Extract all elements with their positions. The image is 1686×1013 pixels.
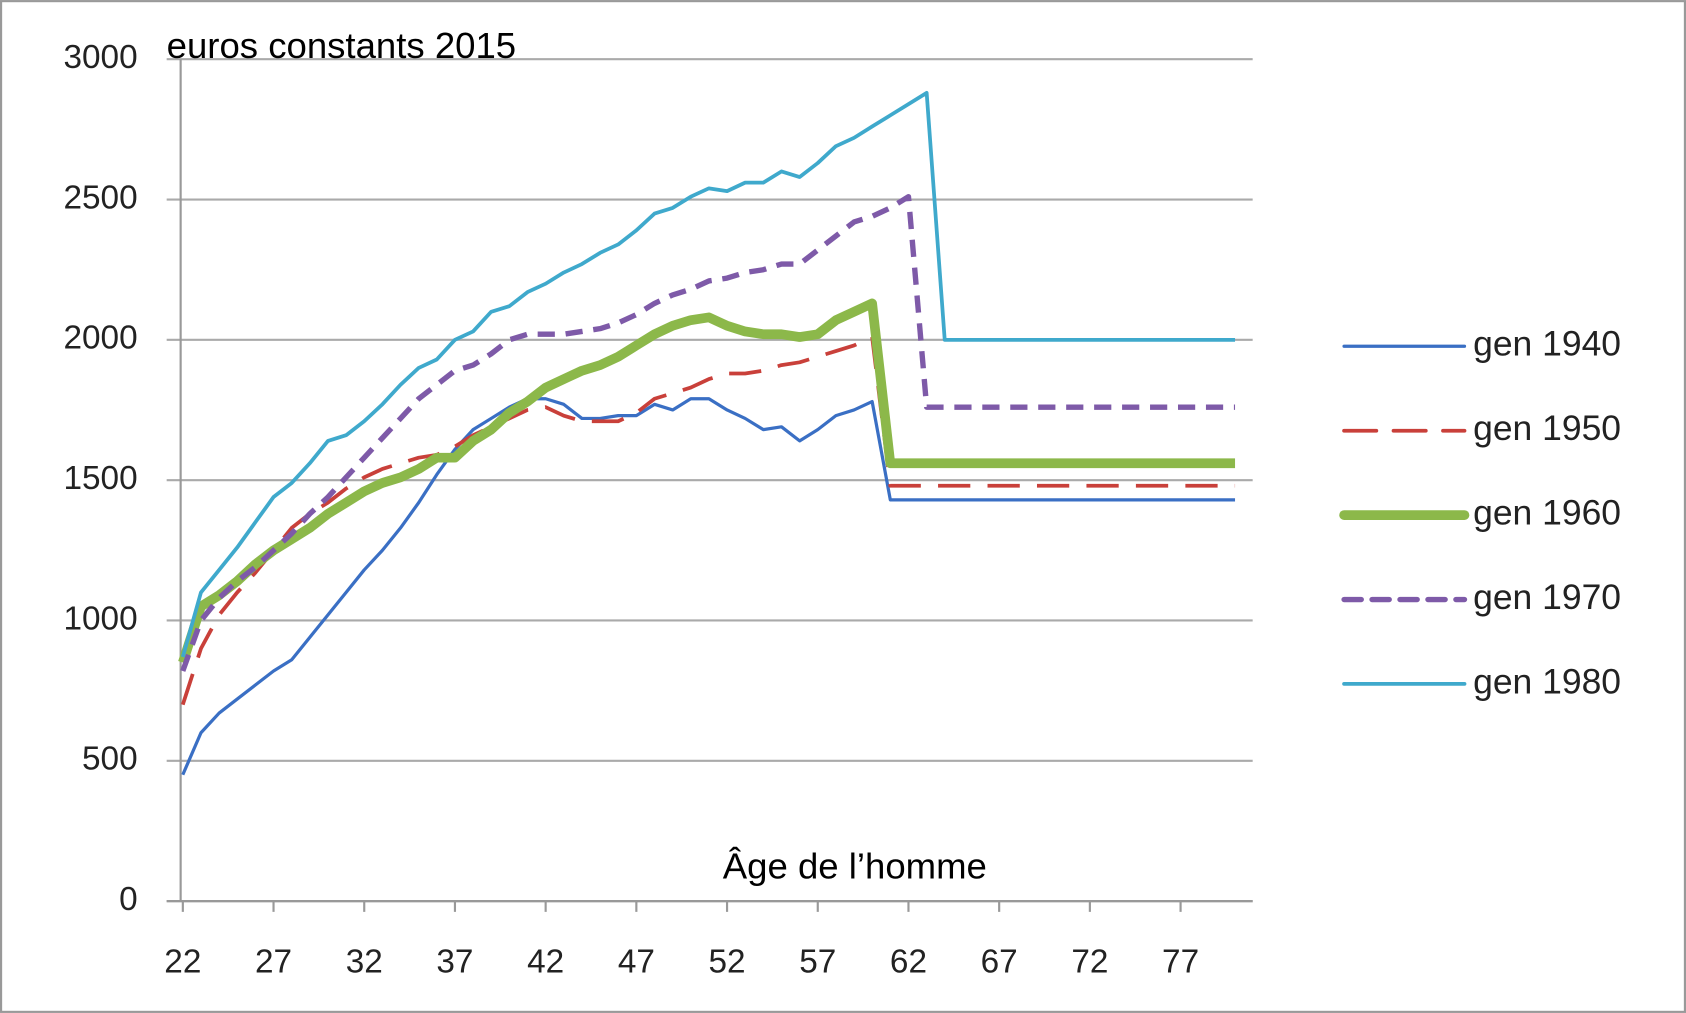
x-tick-label: 52	[709, 943, 746, 980]
x-axis-label: Âge de l’homme	[723, 846, 987, 887]
x-tick-label: 22	[164, 943, 201, 980]
x-tick-label: 57	[799, 943, 836, 980]
y-tick-label: 0	[119, 881, 138, 918]
legend-label: gen 1960	[1473, 492, 1621, 532]
x-tick-label: 67	[981, 943, 1018, 980]
unit-label: euros constants 2015	[167, 25, 516, 66]
y-tick-label: 2000	[63, 320, 137, 357]
x-tick-label: 42	[527, 943, 564, 980]
legend-label: gen 1980	[1473, 661, 1621, 701]
series-line	[181, 335, 1236, 706]
x-tick-label: 27	[255, 943, 292, 980]
legend-label: gen 1950	[1473, 408, 1621, 448]
y-tick-label: 2500	[63, 179, 137, 216]
y-tick-label: 500	[82, 741, 138, 778]
legend-label: gen 1940	[1473, 324, 1621, 364]
y-tick-label: 3000	[63, 39, 137, 76]
x-tick-label: 72	[1071, 943, 1108, 980]
x-tick-label: 62	[890, 943, 927, 980]
series-line	[181, 397, 1236, 776]
axes: 0 500 1000 1500 2000 2500 3000 22 27 32 37 42 47 52 57…	[63, 39, 1253, 980]
series-line	[180, 90, 1236, 658]
x-tick-label: 47	[618, 943, 655, 980]
x-tick-label: 37	[436, 943, 473, 980]
legend: gen 1940 gen 1950 gen 1960 gen 1970 gen 1980	[1339, 324, 1621, 701]
x-tick-label: 32	[346, 943, 383, 980]
y-tick-label: 1000	[63, 600, 137, 637]
y-tick-label: 1500	[63, 460, 137, 497]
series-line	[180, 194, 1236, 672]
x-tick-label: 77	[1162, 943, 1199, 980]
lines	[178, 90, 1236, 776]
series-line	[178, 298, 1236, 665]
legend-label: gen 1970	[1473, 577, 1621, 617]
